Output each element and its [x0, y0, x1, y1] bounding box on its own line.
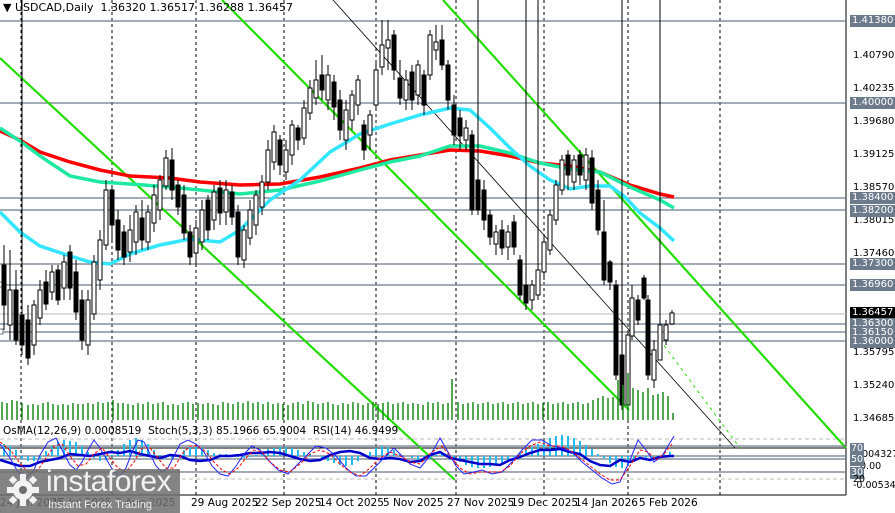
low-value: 1.36288	[198, 1, 244, 14]
stoch-signal-line	[0, 441, 673, 481]
high-value: 1.36517	[149, 1, 195, 14]
price-tick: 1.40235	[853, 83, 895, 94]
level-label: 1.40000	[850, 97, 895, 109]
date-label: 5 Feb 2026	[639, 497, 698, 509]
osc-zero-label: 0.00	[860, 461, 882, 472]
support-resistance-levels	[0, 20, 846, 342]
gear-logo-icon	[7, 474, 39, 506]
price-tick: 1.39680	[853, 116, 895, 127]
date-label: 14 Oct 2025	[319, 497, 384, 509]
price-tick: 1.40790	[853, 50, 895, 61]
level-label: 1.37300	[850, 258, 895, 270]
price-tick: 1.34685	[853, 413, 895, 424]
date-label: 5 Nov 2025	[383, 497, 444, 509]
main-plot-area[interactable]	[0, 0, 846, 448]
current-price-label: 1.36457	[850, 307, 895, 319]
price-tick: 1.38570	[853, 182, 895, 193]
date-label: 27 Nov 2025	[447, 497, 515, 509]
level-label: 1.36960	[850, 279, 895, 291]
oscillator-panel[interactable]	[0, 435, 846, 485]
stoch-main-line	[0, 435, 675, 485]
price-tick: 1.35795	[853, 347, 895, 358]
symbol-label: USDCAD,Daily	[14, 1, 94, 14]
candlesticks[interactable]	[1, 0, 675, 410]
level-label: 1.38200	[850, 205, 895, 217]
osc-max-label: 0.0043278	[853, 449, 895, 460]
date-label: 22 Sep 2025	[255, 497, 322, 509]
level-label: 1.38400	[850, 192, 895, 204]
open-value: 1.36320	[100, 1, 146, 14]
volume-bars	[1, 373, 674, 420]
instaforex-logo: instaforex Instant Forex Trading	[0, 465, 180, 513]
collapse-arrow-icon[interactable]: ▼	[3, 1, 12, 14]
date-label: 19 Dec 2025	[511, 497, 579, 509]
logo-brand: instaforex	[46, 465, 172, 498]
osc-level: 70	[850, 443, 865, 455]
level-label: 1.41380	[850, 15, 895, 27]
osc-level: 50	[850, 454, 865, 466]
oscillator-title: OsMA(12,26,9) 0.0008519 Stoch(5,3,3) 85.…	[3, 425, 398, 437]
rsi-label: RSI(14) 46.9499	[312, 425, 399, 437]
price-tick: 1.37460	[853, 248, 895, 259]
rsi-line	[0, 447, 674, 468]
osc-level: 20	[853, 474, 866, 485]
osma-label: OsMA(12,26,9) 0.0008519	[3, 425, 142, 437]
logo-tagline: Instant Forex Trading	[48, 499, 152, 511]
level-label: 1.36000	[850, 336, 895, 348]
chart-title: ▼ USDCAD,Daily 1.36320 1.36517 1.36288 1…	[3, 1, 293, 14]
date-label: 14 Jan 2026	[575, 497, 638, 509]
osc-level: 30	[850, 467, 865, 479]
price-tick: 1.38015	[853, 215, 895, 226]
trend-channel[interactable]	[0, 0, 847, 481]
price-tick: 1.39125	[853, 149, 895, 160]
stoch-label: Stoch(5,3,3) 85.1966 65.9004	[148, 425, 307, 437]
date-label: 29 Aug 2025	[191, 497, 259, 509]
price-tick: 1.35240	[853, 380, 895, 391]
close-value: 1.36457	[247, 1, 293, 14]
